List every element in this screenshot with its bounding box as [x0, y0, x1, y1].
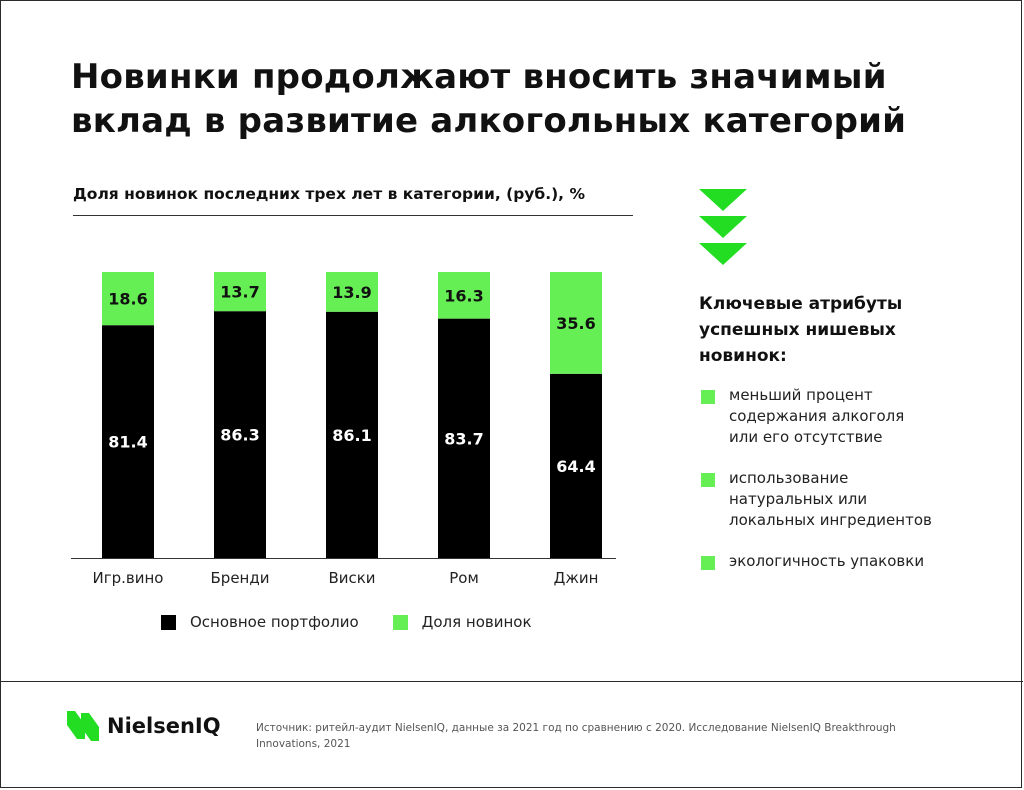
subtitle-divider: [73, 215, 633, 216]
legend-swatch-portfolio: [161, 614, 176, 630]
data-label: 86.3: [220, 426, 259, 445]
square-bullet-icon: [701, 473, 715, 487]
footer-divider: [1, 681, 1023, 682]
category-label: Ром: [449, 569, 479, 587]
slide-title: Новинки продолжают вносить значимый вкла…: [71, 57, 907, 141]
legend-item-portfolio: Основное портфолио: [161, 613, 359, 631]
data-label: 35.6: [556, 314, 595, 333]
bar-segment-portfolio: [438, 318, 490, 558]
stacked-bar-chart: 81.4 18.6 Игр.вино 86.3 13.7 Бренди 86.1 13.9 Ви…: [71, 272, 616, 587]
square-bullet-icon: [701, 556, 715, 570]
data-label: 13.7: [220, 283, 259, 302]
nielseniq-logo: NielsenIQ: [67, 709, 221, 743]
attribute-text: экологичность упаковки: [729, 552, 925, 570]
data-label: 64.4: [556, 457, 595, 476]
category-label: Виски: [328, 569, 375, 587]
category-label: Игр.вино: [93, 569, 164, 587]
bar-segment-novelties: [102, 272, 154, 326]
category-label: Джин: [554, 569, 599, 587]
logo-wordmark: NielsenIQ: [107, 714, 221, 738]
category-label: Бренди: [211, 569, 270, 587]
bar-segment-portfolio: [326, 311, 378, 558]
chart-subtitle: Доля новинок последних трех лет в катего…: [73, 185, 585, 203]
data-label: 16.3: [444, 286, 483, 305]
bar-segment-portfolio: [214, 311, 266, 558]
attribute-text: использование натуральных или локальных …: [729, 469, 932, 529]
source-note: Источник: ритейл-аудит NielsenIQ, данные…: [256, 722, 896, 750]
attribute-item: экологичность упаковки: [701, 551, 1001, 572]
data-label: 81.4: [108, 433, 147, 452]
nielseniq-logo-icon: [67, 711, 99, 741]
attributes-list: меньший процент содержания алкоголя или …: [701, 385, 1001, 592]
bar-segment-novelties: [438, 272, 490, 319]
square-bullet-icon: [701, 390, 715, 404]
chart-legend: Основное портфолио Доля новинок: [161, 613, 566, 631]
bar-segment-novelties: [214, 272, 266, 312]
attribute-item: использование натуральных или локальных …: [701, 468, 1001, 531]
bar-segment-portfolio: [550, 373, 602, 558]
bar-segment-portfolio: [102, 325, 154, 558]
legend-swatch-novelties: [392, 614, 408, 630]
bar-segment-novelties: [326, 272, 378, 312]
triple-chevron-down-icon: [699, 189, 747, 265]
attribute-text: меньший процент содержания алкоголя или …: [729, 386, 905, 446]
bar-segment-novelties: [550, 272, 602, 374]
data-label: 83.7: [444, 429, 483, 448]
data-label: 18.6: [108, 290, 147, 309]
legend-label-novelties: Доля новинок: [421, 613, 532, 631]
legend-item-novelties: Доля новинок: [392, 613, 532, 631]
legend-label-portfolio: Основное портфолио: [190, 613, 359, 631]
data-label: 86.1: [332, 426, 371, 445]
attribute-item: меньший процент содержания алкоголя или …: [701, 385, 1001, 448]
attributes-heading: Ключевые атрибуты успешных нишевых новин…: [699, 294, 903, 366]
data-label: 13.9: [332, 283, 371, 302]
